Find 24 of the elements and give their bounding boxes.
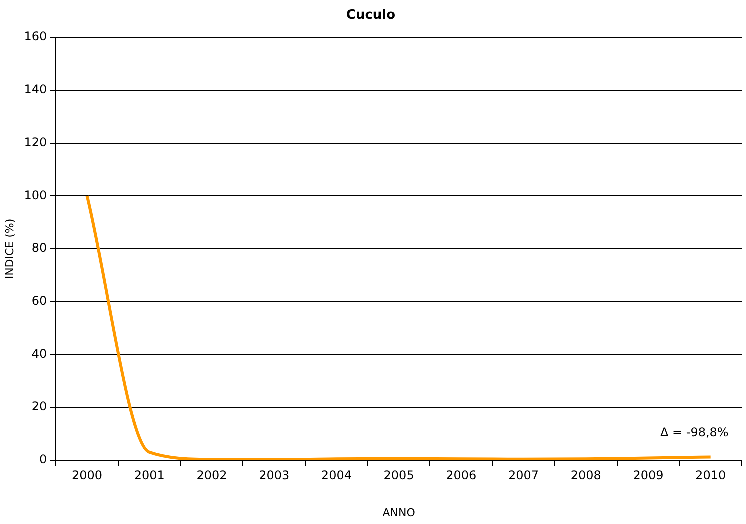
x-tick-label: 2006 — [446, 468, 477, 483]
x-tick-label: 2000 — [72, 468, 103, 483]
x-tick-label: 2010 — [696, 468, 726, 483]
y-tick-label: 20 — [32, 400, 48, 414]
x-tick-label: 2005 — [384, 468, 414, 483]
y-tick-label: 140 — [24, 82, 48, 97]
x-tick-label: 2009 — [633, 468, 664, 483]
y-tick-label: 160 — [24, 30, 48, 44]
x-tick-label: 2004 — [321, 468, 352, 483]
x-tick-label: 2007 — [508, 468, 540, 483]
y-tick-label: 40 — [32, 346, 48, 361]
y-tick-label: 120 — [24, 135, 48, 150]
y-axis-title: INDICE (%) — [3, 218, 16, 280]
x-tick-label: 2008 — [570, 468, 602, 483]
x-tick-label: 2003 — [259, 468, 290, 483]
x-tick-label: 2001 — [134, 468, 165, 483]
x-axis-title: ANNO — [382, 506, 416, 520]
annotation: Δ = -98,8% — [660, 425, 729, 440]
y-tick-label: 60 — [32, 294, 48, 308]
y-tick-label: 0 — [39, 452, 48, 467]
y-tick-label: 100 — [24, 188, 48, 202]
y-tick-label: 80 — [32, 241, 48, 256]
x-tick-label: 2002 — [196, 468, 228, 483]
chart-title: Cuculo — [346, 8, 396, 24]
